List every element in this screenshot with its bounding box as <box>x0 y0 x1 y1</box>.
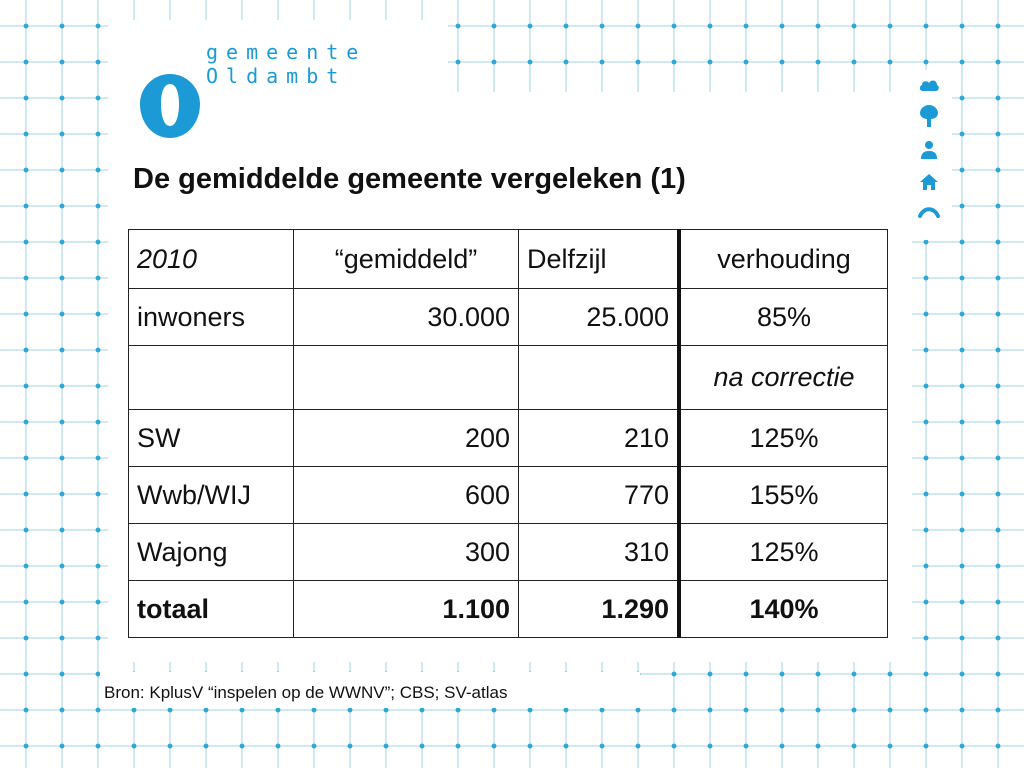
cell-gemiddeld: 30.000 <box>293 288 519 346</box>
house-icon <box>920 174 938 190</box>
person-icon <box>921 141 937 159</box>
comparison-table: 2010 “gemiddeld” Delfzijl verhouding inw… <box>128 229 888 638</box>
header-delfzijl: Delfzijl <box>518 229 681 289</box>
footer-panel <box>100 672 640 708</box>
row-label: Wajong <box>128 523 294 581</box>
table-row: SW 200 210 125% <box>128 409 888 467</box>
cell-verhouding: 125% <box>678 523 888 581</box>
correction-note: na correctie <box>678 345 888 410</box>
slide-title: De gemiddelde gemeente vergeleken (1) <box>133 163 686 195</box>
row-label: inwoners <box>128 288 294 346</box>
table-row: Wajong 300 310 125% <box>128 523 888 581</box>
logo-text: gemeente Oldambt <box>206 40 366 88</box>
total-delfzijl: 1.290 <box>518 580 681 638</box>
cell-verhouding: 85% <box>678 288 888 346</box>
cell-delfzijl: 310 <box>518 523 681 581</box>
empty-cell <box>293 345 519 410</box>
table-row: Wwb/WIJ 600 770 155% <box>128 466 888 524</box>
row-label: SW <box>128 409 294 467</box>
table-total-row: totaal 1.100 1.290 140% <box>128 580 888 638</box>
total-label: totaal <box>128 580 294 638</box>
cell-gemiddeld: 200 <box>293 409 519 467</box>
logo-line-oldambt: Oldambt <box>206 64 347 88</box>
header-verhouding: verhouding <box>678 229 888 289</box>
cell-gemiddeld: 300 <box>293 523 519 581</box>
cell-verhouding: 155% <box>678 466 888 524</box>
empty-cell <box>518 345 681 410</box>
bridge-icon <box>918 207 940 218</box>
cell-delfzijl: 25.000 <box>518 288 681 346</box>
cell-gemiddeld: 600 <box>293 466 519 524</box>
header-gemiddeld: “gemiddeld” <box>293 229 519 289</box>
source-note: Bron: KplusV “inspelen op de WWNV”; CBS;… <box>104 683 508 702</box>
side-icon-strip <box>914 78 944 230</box>
header-year: 2010 <box>128 229 294 289</box>
total-verhouding: 140% <box>678 580 888 638</box>
logo-line-gemeente: gemeente <box>206 40 367 64</box>
empty-cell <box>128 345 294 410</box>
cell-delfzijl: 770 <box>518 466 681 524</box>
table-row: na correctie <box>128 345 888 410</box>
table-header-row: 2010 “gemiddeld” Delfzijl verhouding <box>128 229 888 289</box>
logo-o-icon <box>134 70 206 142</box>
table-row: inwoners 30.000 25.000 85% <box>128 288 888 346</box>
cell-verhouding: 125% <box>678 409 888 467</box>
tree-icon <box>920 105 938 127</box>
total-gemiddeld: 1.100 <box>293 580 519 638</box>
cloud-icon <box>919 80 939 91</box>
cell-delfzijl: 210 <box>518 409 681 467</box>
row-label: Wwb/WIJ <box>128 466 294 524</box>
